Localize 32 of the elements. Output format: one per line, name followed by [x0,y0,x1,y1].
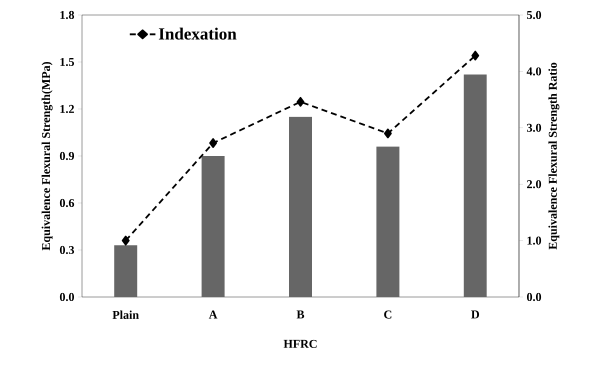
y2-tick-label: 5.0 [527,10,542,20]
point [384,128,392,138]
y-axis-title: Equivalence Flexural Strength(MPa) [42,62,53,250]
bar [202,156,225,297]
y-tick-label: 0.0 [60,292,74,302]
y2-axis-title: Equivalence Flexural Strength Ratio [548,62,560,250]
x-tick-label: B [296,310,304,318]
point [296,96,304,107]
bar [464,74,487,297]
legend-label: Indexation [158,28,236,40]
y-tick-label: 0.6 [60,198,74,208]
y2-tick-label: 2.0 [527,180,542,188]
y-tick-label: 0.3 [60,246,74,254]
point [209,138,217,148]
y-tick-label: 1.5 [60,58,74,66]
y2-tick-label: 4.0 [526,67,542,76]
x-tick-label: Plain [112,310,139,319]
bar [376,146,400,297]
y2-tick-label: 1.0 [527,236,542,245]
y-tick-label: 1.8 [60,10,74,20]
point [471,50,480,61]
x-tick-label: C [384,310,392,319]
bar [289,116,312,297]
x-tick-label: A [208,310,218,318]
y2-tick-label: 3.0 [526,124,542,132]
y-tick-label: 1.2 [60,104,74,114]
y-tick-label: 0.9 [60,152,74,160]
bar [114,245,138,297]
x-axis-title: HFRC [284,340,317,348]
y2-tick-label: 0.0 [526,292,542,302]
point [122,236,130,246]
x-tick-label: D [471,310,480,318]
